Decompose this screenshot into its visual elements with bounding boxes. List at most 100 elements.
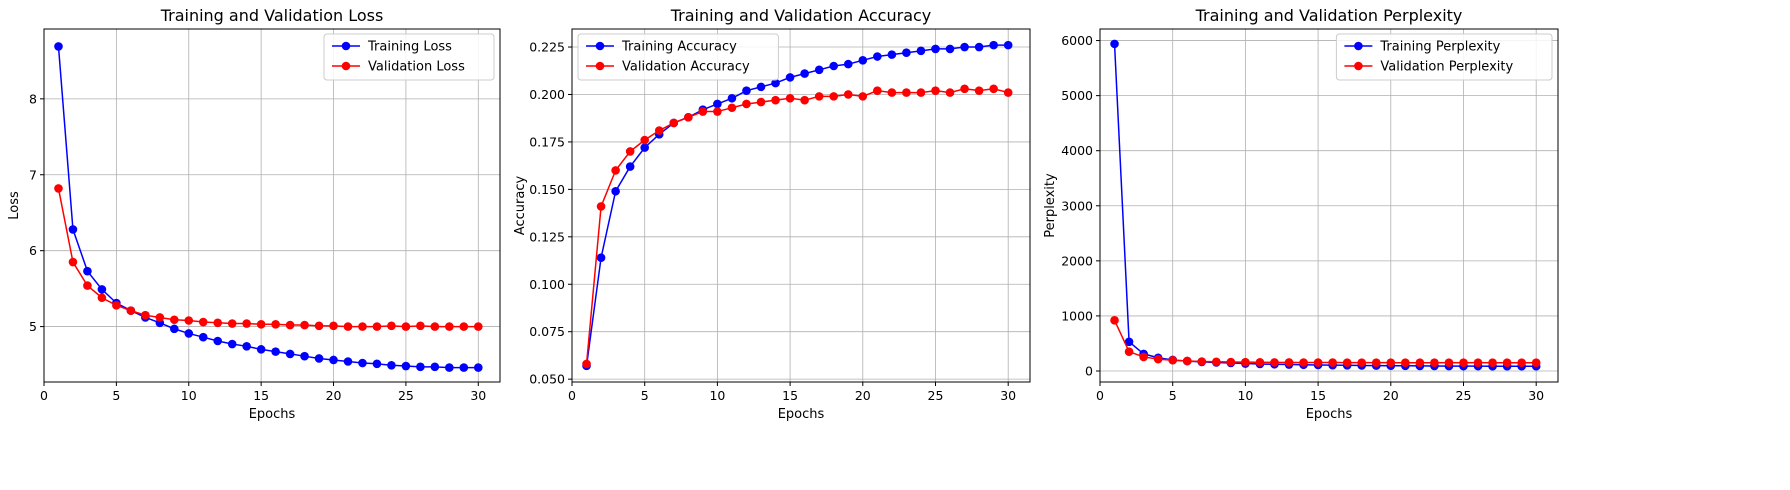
x-tick-label: 15 — [1310, 388, 1326, 403]
data-point — [1371, 358, 1381, 367]
data-point — [155, 313, 165, 322]
chart-panel-2: 0 5 10 15 20 25 30 0.050 0.075 0.100 0.125 0.150 0.1… — [513, 6, 1031, 422]
data-point — [1444, 358, 1454, 367]
series-line-1 — [57, 46, 479, 369]
legend-label: Training Loss — [367, 40, 452, 55]
series-line-1 — [1113, 43, 1537, 367]
y-axis-label: Accuracy — [513, 176, 528, 236]
series-line-2 — [1113, 320, 1537, 364]
data-point — [242, 342, 251, 351]
data-point — [596, 202, 606, 211]
y-tick-label: 0.200 — [529, 87, 565, 102]
data-point — [756, 97, 766, 107]
data-point — [742, 99, 751, 109]
data-point — [256, 320, 266, 329]
data-point — [1430, 358, 1439, 368]
data-point — [227, 339, 237, 349]
legend-marker — [595, 41, 605, 51]
data-point — [184, 316, 194, 325]
y-axis-label: Loss — [7, 191, 22, 220]
x-tick-label: 20 — [855, 388, 871, 403]
data-point — [727, 93, 737, 103]
data-point — [596, 253, 606, 262]
data-point — [1459, 358, 1468, 368]
data-point — [640, 143, 649, 152]
data-point — [989, 40, 998, 50]
data-point — [343, 322, 353, 331]
data-point — [473, 363, 483, 372]
x-tick-label: 30 — [1528, 388, 1544, 403]
data-point — [213, 318, 223, 328]
chart-panel-1: 0 5 10 15 20 25 30 5 6 7 8 Training and Validation … — [7, 6, 501, 422]
y-axis-label: Perplexity — [1043, 173, 1058, 238]
legend-label: Validation Accuracy — [622, 60, 750, 75]
data-point — [1270, 358, 1279, 367]
x-tick-label: 25 — [398, 388, 414, 403]
data-point — [785, 73, 795, 82]
x-tick-label: 30 — [470, 388, 486, 403]
data-point — [1284, 358, 1294, 367]
data-point — [1313, 358, 1323, 367]
plot-frame — [571, 28, 1031, 383]
x-tick-label: 15 — [253, 388, 269, 403]
data-point — [916, 46, 926, 56]
data-point — [387, 360, 396, 370]
data-point — [184, 329, 194, 338]
data-point — [640, 135, 649, 145]
data-point — [358, 358, 367, 368]
data-point — [83, 266, 92, 276]
data-point — [314, 321, 324, 331]
y-tick-label: 0.225 — [529, 40, 565, 55]
data-point — [314, 354, 324, 363]
data-point — [285, 349, 295, 359]
data-point — [1110, 39, 1119, 49]
data-point — [1153, 354, 1163, 364]
x-tick-label: 30 — [1000, 388, 1016, 403]
data-point — [285, 320, 295, 330]
data-point — [989, 84, 998, 94]
data-point — [1168, 355, 1177, 365]
data-point — [97, 285, 107, 294]
data-point — [582, 359, 591, 369]
data-point — [300, 320, 309, 330]
data-point — [829, 61, 839, 71]
data-point — [459, 322, 469, 331]
data-point — [126, 306, 136, 315]
x-tick-label: 5 — [1169, 388, 1177, 403]
x-tick-label: 25 — [1456, 388, 1472, 403]
data-point — [1124, 347, 1134, 357]
data-point — [611, 186, 620, 196]
data-point — [300, 351, 309, 361]
data-point — [698, 107, 708, 116]
data-point — [814, 92, 824, 101]
y-tick-label: 6 — [29, 243, 37, 258]
data-point — [329, 321, 338, 331]
chart-panel-3: 0 5 10 15 20 25 30 0 1000 2000 3000 4000 5000 6000 Tra… — [1043, 6, 1559, 422]
data-point — [112, 301, 121, 310]
data-point — [873, 52, 882, 61]
data-point — [931, 44, 940, 54]
data-point — [843, 59, 853, 69]
data-point — [1473, 358, 1483, 367]
data-point — [974, 42, 984, 52]
y-tick-label: 0.075 — [529, 324, 565, 339]
x-tick-label: 10 — [181, 388, 197, 403]
data-point — [1299, 358, 1308, 367]
data-point — [1415, 358, 1425, 368]
data-point — [1502, 358, 1512, 368]
plot-frame — [43, 28, 501, 383]
x-axis-label: Epochs — [249, 407, 296, 422]
legend-marker — [341, 61, 351, 71]
data-point — [473, 322, 483, 331]
x-tick-label: 20 — [1383, 388, 1399, 403]
data-point — [727, 103, 737, 113]
y-tick-label: 0.125 — [529, 229, 565, 244]
x-tick-label: 0 — [40, 388, 48, 403]
data-point — [902, 48, 911, 58]
data-point — [343, 357, 353, 366]
data-point — [960, 84, 969, 94]
data-point — [1226, 357, 1236, 367]
legend-marker — [341, 41, 351, 51]
data-point — [1197, 357, 1207, 366]
